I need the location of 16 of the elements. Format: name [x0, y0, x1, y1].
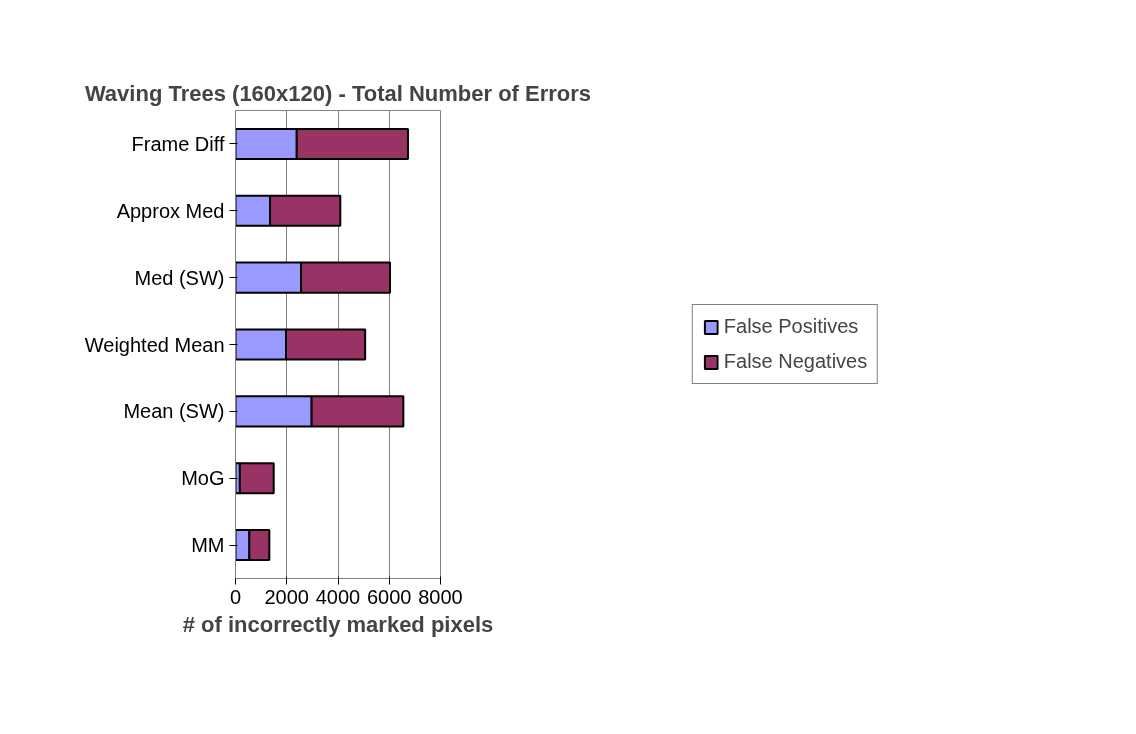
y-tick-label: Frame Diff [131, 132, 225, 155]
x-tick-label: 2000 [264, 585, 309, 608]
y-tick-label: Med (SW) [134, 266, 225, 289]
legend-label: False Negatives [723, 350, 868, 373]
x-tick-label: 6000 [367, 585, 412, 608]
y-tick-label: MoG [181, 467, 225, 490]
y-tick-label: Weighted Mean [84, 333, 225, 356]
x-tick-label: 0 [229, 585, 242, 608]
y-tick-label: Approx Med [116, 199, 225, 222]
x-tick-label: 8000 [418, 585, 463, 608]
chart-title: Waving Trees (160x120) - Total Number of Errors [84, 80, 592, 106]
legend-label: False Positives [723, 315, 859, 338]
y-tick-label: Mean (SW) [123, 400, 225, 423]
x-axis-title: # of incorrectly marked pixels [182, 611, 494, 637]
y-tick-label: MM [191, 534, 225, 557]
x-tick-label: 4000 [315, 585, 361, 608]
